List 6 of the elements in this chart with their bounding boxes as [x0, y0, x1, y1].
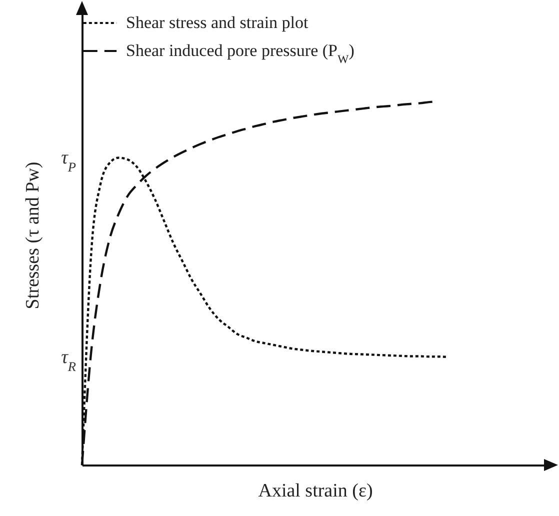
legend-label: Shear induced pore pressure (P$_{W}$)	[126, 41, 354, 66]
x-axis-title: Axial strain (ε)	[258, 480, 373, 502]
text: τ$_{P}$	[61, 148, 76, 174]
y-axis-title: Stresses (τ and Pw)	[22, 162, 44, 310]
legend-label: Shear stress and strain plot	[126, 13, 309, 32]
text: τ$_{R}$	[61, 347, 76, 374]
